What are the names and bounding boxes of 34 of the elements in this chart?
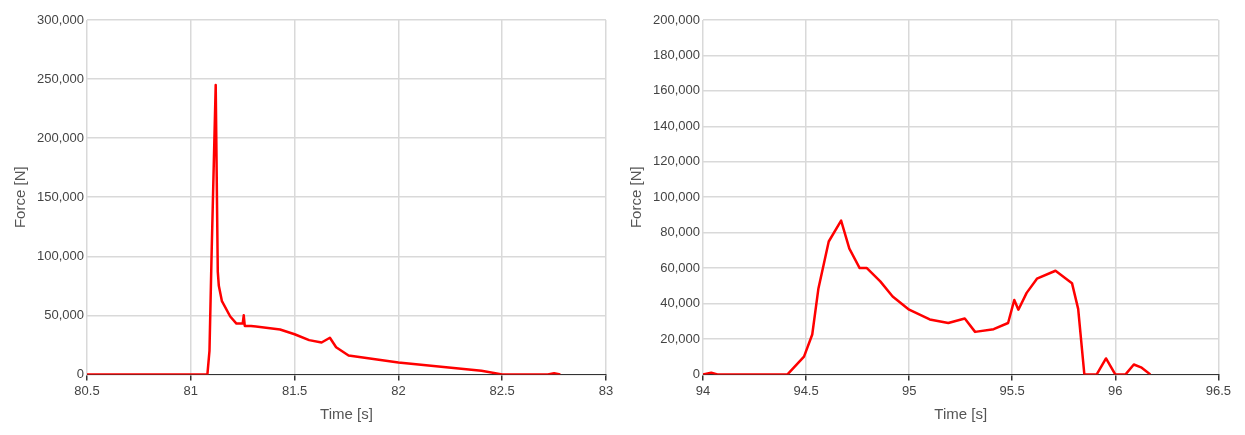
y-axis-title: Force [N] [627,166,645,229]
y-tick-label: 160,000 [652,82,700,98]
y-tick-label: 140,000 [652,117,700,133]
y-tick-label: 20,000 [660,330,700,346]
x-tick-label: 82 [391,382,406,398]
y-tick-label: 250,000 [36,70,84,86]
y-tick-label: 0 [692,365,700,381]
y-tick-label: 50,000 [44,306,84,322]
y-tick-label: 60,000 [660,259,700,275]
y-tick-label: 300,000 [36,11,84,27]
y-tick-label: 40,000 [660,295,700,311]
x-tick-label: 96 [1108,382,1123,398]
x-tick-label: 80.5 [74,382,100,398]
y-tick-label: 100,000 [652,188,700,204]
y-tick-label: 80,000 [660,224,700,240]
y-tick-label: 0 [76,365,84,381]
y-tick-label: 100,000 [36,247,84,263]
y-tick-label: 200,000 [36,129,84,145]
y-tick-label: 150,000 [36,188,84,204]
x-tick-label: 81 [183,382,199,398]
y-tick-label: 120,000 [652,153,700,169]
x-tick-label: 95.5 [999,382,1025,398]
x-tick-label: 95 [901,382,917,398]
y-tick-label: 180,000 [652,47,700,63]
x-tick-label: 83 [598,382,614,398]
y-tick-label: 200,000 [652,11,700,27]
x-tick-label: 94 [695,382,711,398]
x-axis-title: Time [s] [320,405,373,423]
x-tick-label: 82.5 [489,382,515,398]
x-tick-label: 96.5 [1205,382,1232,398]
x-tick-label: 81.5 [281,382,308,398]
y-axis-title: Force [N] [11,166,29,229]
x-axis-title: Time [s] [934,405,988,423]
x-tick-label: 94.5 [793,382,819,398]
